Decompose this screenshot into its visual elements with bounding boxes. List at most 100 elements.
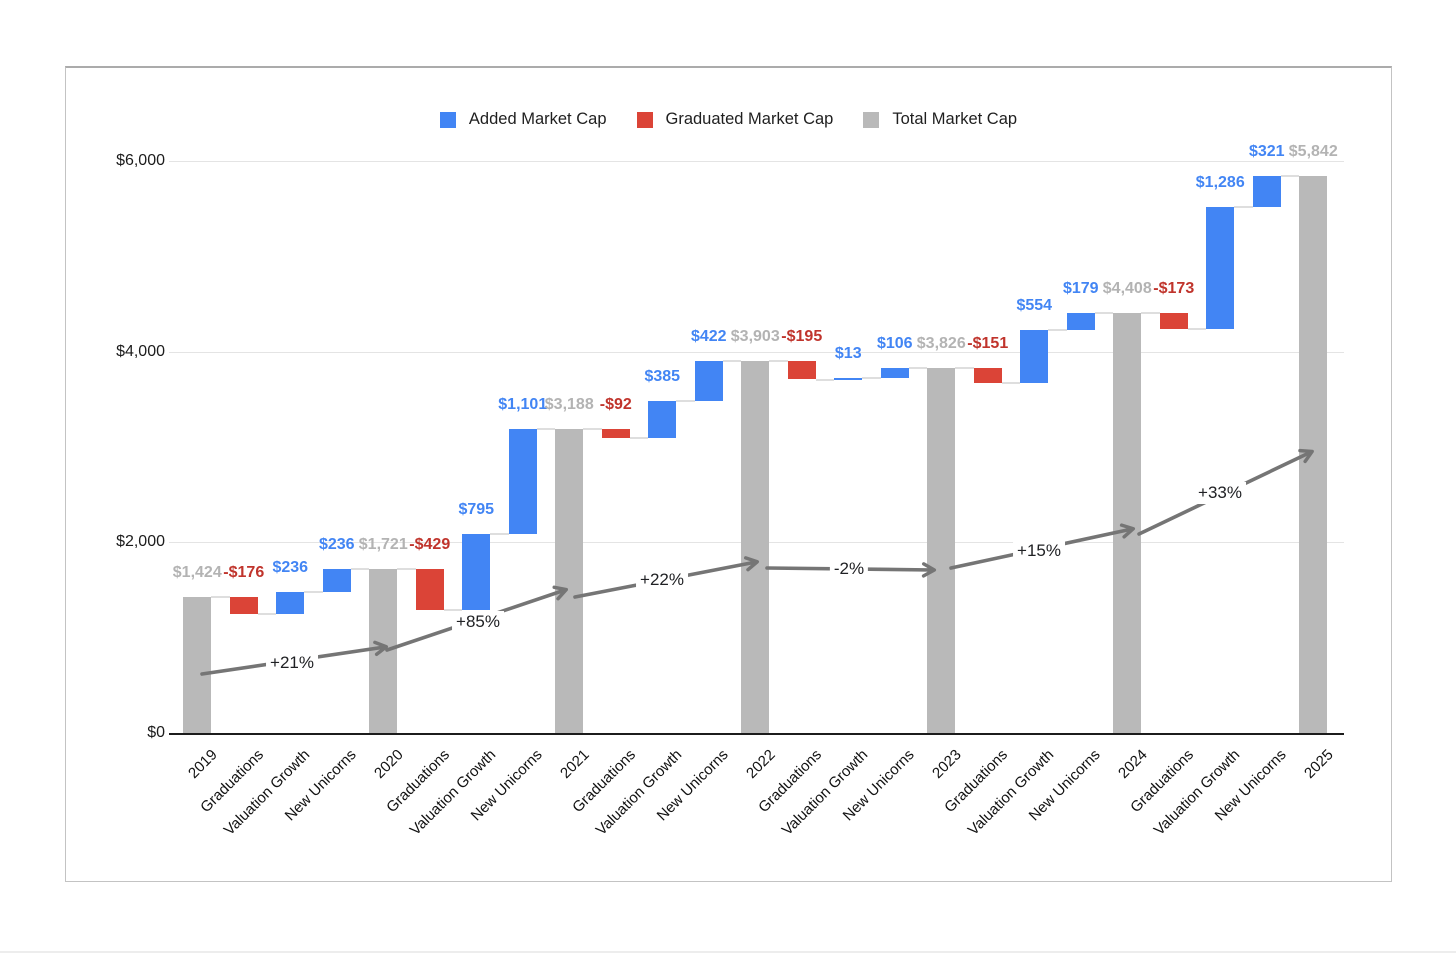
waterfall-connector	[815, 378, 835, 381]
bar-graduations-21	[1159, 312, 1188, 330]
legend-item-graduated-market-cap: Graduated Market Cap	[636, 110, 834, 129]
x-axis-label-8: 2021	[556, 746, 593, 782]
waterfall-connector	[1187, 328, 1207, 331]
legend-item-total-market-cap: Total Market Cap	[863, 110, 1017, 129]
bar-value-label: $5,842	[1288, 143, 1338, 161]
bar-valuation-growth-18	[1020, 329, 1049, 383]
bar-value-label: $236	[272, 558, 309, 576]
bar-value-label: $321	[1248, 143, 1285, 161]
x-axis-label-0: 2019	[184, 746, 221, 782]
waterfall-connector	[1094, 311, 1114, 314]
bar-value-label: $236	[318, 536, 355, 554]
bar-new-unicorns-7	[508, 429, 537, 535]
waterfall-connector	[1234, 205, 1253, 208]
legend-swatch-added-icon	[439, 111, 456, 128]
bar-value-label: $3,903	[730, 327, 780, 345]
waterfall-connector	[862, 377, 881, 380]
bar-2023-16	[927, 368, 956, 733]
bar-value-label: $795	[458, 501, 495, 519]
gridline-6000	[169, 161, 1344, 162]
bar-value-label: -$173	[1153, 279, 1195, 297]
y-axis-tick-6000: $6,000	[116, 152, 165, 169]
waterfall-connector	[1280, 175, 1300, 178]
waterfall-connector	[397, 567, 416, 570]
bar-value-label: $1,721	[358, 535, 408, 553]
waterfall-connector	[676, 400, 695, 403]
x-axis-baseline	[169, 733, 1344, 735]
bar-value-label: $4,408	[1102, 279, 1152, 297]
bar-graduations-13	[787, 360, 816, 380]
chart-card: Added Market Cap Graduated Market Cap To…	[65, 66, 1392, 882]
bar-graduations-9	[601, 429, 630, 438]
bar-value-label: -$176	[223, 564, 265, 582]
legend-label-added: Added Market Cap	[468, 110, 607, 128]
waterfall-connector	[1001, 381, 1021, 384]
bar-valuation-growth-14	[834, 378, 863, 381]
waterfall-connector	[908, 367, 928, 370]
bar-valuation-growth-22	[1206, 206, 1235, 330]
x-axis-label-24: 2025	[1300, 746, 1337, 782]
growth-label-2020-2021: +85%	[452, 611, 504, 633]
bar-value-label: -$195	[781, 327, 823, 345]
growth-arrows-icon	[200, 448, 1314, 676]
bar-2019-0	[183, 597, 212, 733]
bar-valuation-growth-6	[462, 534, 491, 610]
waterfall-connector	[1048, 328, 1067, 331]
growth-label-2022-2023: -2%	[829, 558, 869, 580]
bar-value-label: $1,286	[1195, 173, 1245, 191]
bar-value-label: $1,424	[172, 564, 222, 582]
x-axis-label-16: 2023	[928, 746, 965, 782]
waterfall-connector	[722, 359, 742, 362]
waterfall-connector	[211, 596, 230, 599]
bar-value-label: $179	[1062, 279, 1099, 297]
bar-value-label: $385	[644, 368, 681, 386]
bar-new-unicorns-11	[694, 360, 723, 402]
growth-label-2019-2020: +21%	[266, 652, 318, 674]
chart-legend: Added Market Cap Graduated Market Cap To…	[66, 110, 1391, 129]
bar-2022-12	[741, 360, 770, 733]
bar-graduations-17	[973, 368, 1002, 383]
legend-item-added-market-cap: Added Market Cap	[439, 110, 607, 129]
bar-new-unicorns-15	[880, 368, 909, 379]
bar-2020-4	[369, 568, 398, 733]
y-axis-tick-0: $0	[147, 724, 165, 741]
y-axis-tick-2000: $2,000	[116, 533, 165, 550]
waterfall-connector	[1141, 311, 1160, 314]
bar-value-label: $1,101	[498, 396, 548, 414]
bar-value-label: $3,188	[544, 396, 594, 414]
waterfall-connector	[955, 367, 974, 370]
bar-graduations-5	[415, 568, 444, 610]
bar-value-label: -$151	[967, 335, 1009, 353]
legend-label-total: Total Market Cap	[892, 110, 1018, 128]
x-axis-label-20: 2024	[1114, 746, 1151, 782]
bar-graduations-1	[229, 597, 258, 614]
waterfall-connector	[350, 568, 370, 571]
waterfall-connector	[304, 590, 323, 593]
waterfall-connector	[769, 359, 788, 362]
bar-value-label: -$429	[409, 535, 451, 553]
legend-swatch-graduated-icon	[636, 111, 653, 128]
bar-2024-20	[1113, 312, 1142, 733]
y-axis-tick-4000: $4,000	[116, 343, 165, 360]
waterfall-connector	[490, 533, 509, 536]
x-axis-label-12: 2022	[742, 746, 779, 782]
bar-value-label: $422	[690, 327, 727, 345]
growth-label-2021-2022: +22%	[636, 569, 688, 591]
waterfall-connector	[257, 613, 277, 616]
growth-label-2024-2025: +33%	[1194, 482, 1246, 504]
legend-label-graduated: Graduated Market Cap	[665, 110, 834, 128]
waterfall-connector	[629, 436, 649, 439]
bar-value-label: $106	[876, 335, 913, 353]
waterfall-connector	[583, 428, 602, 431]
bar-value-label: -$92	[599, 396, 632, 414]
bar-value-label: $3,826	[916, 335, 966, 353]
bar-new-unicorns-19	[1066, 312, 1095, 330]
bar-new-unicorns-23	[1252, 176, 1281, 207]
bar-value-label: $13	[834, 345, 862, 363]
bar-value-label: $554	[1016, 296, 1053, 314]
growth-label-2023-2024: +15%	[1013, 540, 1065, 562]
bar-valuation-growth-10	[648, 401, 677, 438]
legend-swatch-total-icon	[863, 111, 880, 128]
x-axis-label-4: 2020	[370, 746, 407, 782]
